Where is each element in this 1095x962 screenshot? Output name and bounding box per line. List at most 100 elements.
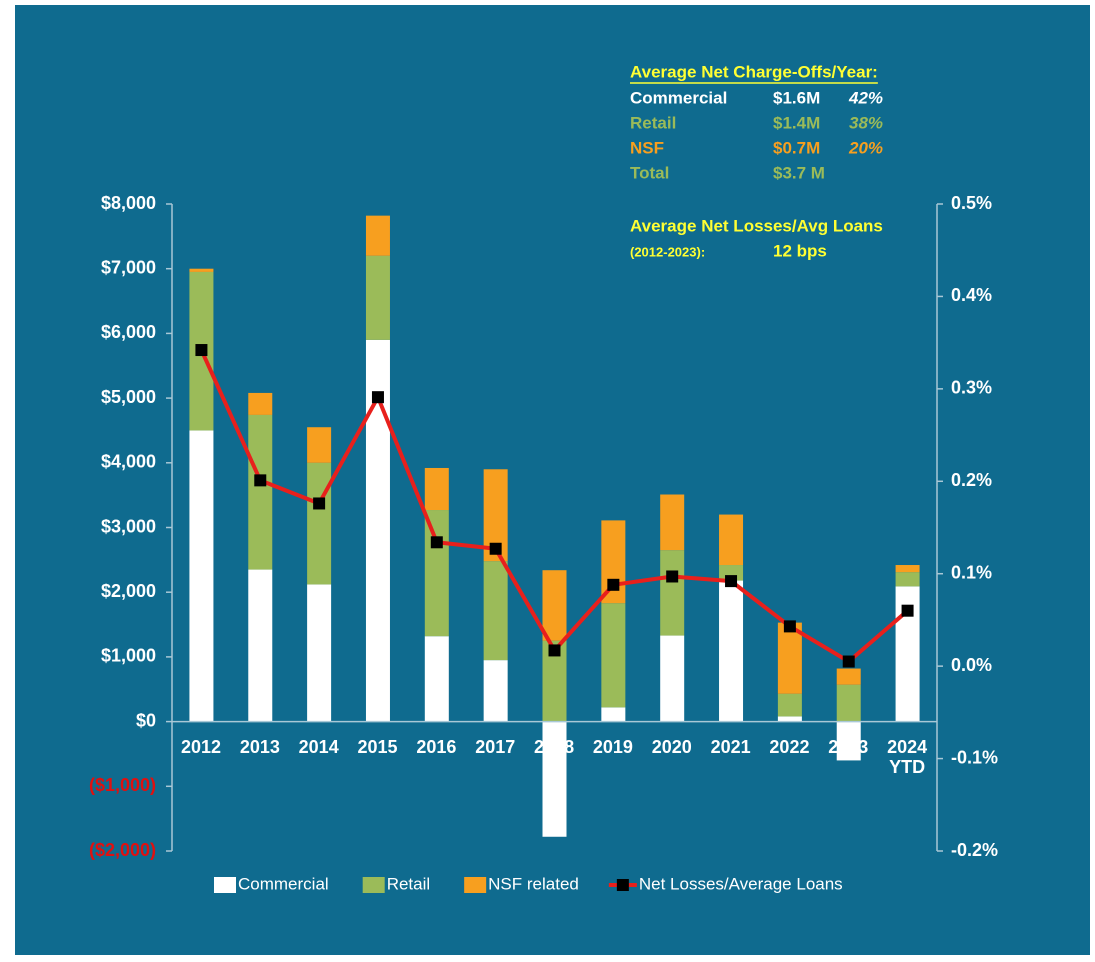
x-tick-label: 2022 xyxy=(769,737,810,757)
y-tick-label: $1,000 xyxy=(101,646,156,666)
bar xyxy=(836,684,861,722)
y-tick-label: $8,000 xyxy=(101,193,156,213)
line-marker xyxy=(489,542,502,555)
bar xyxy=(660,635,685,722)
annotation-share: 20% xyxy=(848,138,883,157)
line-marker xyxy=(371,391,384,404)
x-tick-label: 2024 YTD xyxy=(887,737,928,777)
x-tick-label: 2023 xyxy=(828,737,869,757)
x-tick-label: 2014 xyxy=(298,737,339,757)
line-marker xyxy=(783,620,796,633)
bar xyxy=(307,584,332,722)
y2-tick-label: -0.1% xyxy=(951,747,998,767)
bar xyxy=(365,255,390,340)
legend-label: Net Losses/Average Loans xyxy=(639,874,843,893)
bar xyxy=(424,467,449,511)
y-tick-label: $5,000 xyxy=(101,387,156,407)
annotation-label: NSF xyxy=(630,138,664,157)
bar xyxy=(307,462,332,585)
legend-item: Commercial xyxy=(214,874,329,893)
x-tick-label: 2019 xyxy=(592,737,633,757)
legend-marker xyxy=(616,879,629,891)
annotation-losses-title: Average Net Losses/Avg Loans xyxy=(630,216,883,235)
annotation-losses-value: 12 bps xyxy=(773,241,827,260)
y2-tick-label: 0.3% xyxy=(951,378,992,398)
bar xyxy=(660,550,685,636)
annotation-amount: $1.4M xyxy=(773,113,820,132)
bar xyxy=(424,510,449,637)
bar xyxy=(424,636,449,722)
bar xyxy=(365,215,390,256)
annotation-label: Retail xyxy=(630,113,676,132)
x-tick-label: 2017 xyxy=(475,737,516,757)
y-tick-label: $0 xyxy=(136,710,156,730)
legend-label: Commercial xyxy=(238,874,329,893)
annotation-label: Total xyxy=(630,163,669,182)
bar xyxy=(307,427,332,463)
bar xyxy=(483,660,508,722)
x-tick-label: 2018 xyxy=(534,737,575,757)
legend-swatch xyxy=(464,877,487,893)
legend-item: Net Losses/Average Loans xyxy=(608,874,843,893)
bar xyxy=(248,569,273,722)
bar xyxy=(601,707,626,722)
legend-label: NSF related xyxy=(488,874,579,893)
x-tick-label: 2012 xyxy=(180,737,222,757)
y-tick-label: $4,000 xyxy=(101,452,156,472)
y2-tick-label: 0.1% xyxy=(951,562,992,582)
x-tick-label: 2013 xyxy=(239,737,280,757)
line-marker xyxy=(254,474,267,487)
line-marker xyxy=(430,536,443,549)
y-tick-label: $2,000 xyxy=(101,581,156,601)
x-tick-label: 2015 xyxy=(357,737,398,757)
bar xyxy=(777,693,802,717)
annotation-title: Average Net Charge-Offs/Year: xyxy=(630,62,878,81)
line-marker xyxy=(313,497,326,510)
line-marker xyxy=(195,344,208,357)
y-tick-label: $3,000 xyxy=(101,516,156,536)
legend-swatch xyxy=(362,877,385,893)
bar xyxy=(895,565,920,573)
bar xyxy=(365,339,390,722)
bar xyxy=(836,721,861,761)
y2-tick-label: 0.2% xyxy=(951,470,992,490)
bar xyxy=(542,570,567,641)
annotation-amount: $1.6M xyxy=(773,88,820,107)
legend-label: Retail xyxy=(387,874,430,893)
y2-tick-label: -0.2% xyxy=(951,840,998,860)
line-marker xyxy=(725,575,738,588)
bar xyxy=(189,268,214,272)
bar xyxy=(777,622,802,694)
line-marker xyxy=(842,655,855,668)
line-marker xyxy=(607,578,620,591)
y-tick-label: ($1,000) xyxy=(89,775,156,795)
x-tick-label: 2021 xyxy=(710,737,751,757)
y-tick-label: ($2,000) xyxy=(89,840,156,860)
line-marker xyxy=(666,570,679,583)
line-marker xyxy=(901,604,914,617)
bar xyxy=(777,716,802,722)
bar xyxy=(660,494,685,551)
line-marker xyxy=(548,644,561,657)
annotation-amount: $3.7 M xyxy=(773,163,825,182)
bar xyxy=(483,561,508,661)
x-tick-label: 2016 xyxy=(416,737,457,757)
annotation-label: Commercial xyxy=(630,88,727,107)
legend-item: NSF related xyxy=(464,874,579,893)
y-tick-label: $6,000 xyxy=(101,322,156,342)
annotation-share: 42% xyxy=(848,88,883,107)
annotation-amount: $0.7M xyxy=(773,138,820,157)
bar xyxy=(248,392,273,415)
bar xyxy=(248,414,273,570)
bar xyxy=(189,430,214,722)
annotation-share: 38% xyxy=(849,113,883,132)
x-tick-label: 2020 xyxy=(651,737,692,757)
legend-item: Retail xyxy=(362,874,430,893)
annotation-losses-period: (2012-2023): xyxy=(630,244,705,259)
bar xyxy=(836,668,861,685)
bar xyxy=(542,721,567,837)
bar xyxy=(719,514,744,566)
y2-tick-label: 0.4% xyxy=(951,285,992,305)
